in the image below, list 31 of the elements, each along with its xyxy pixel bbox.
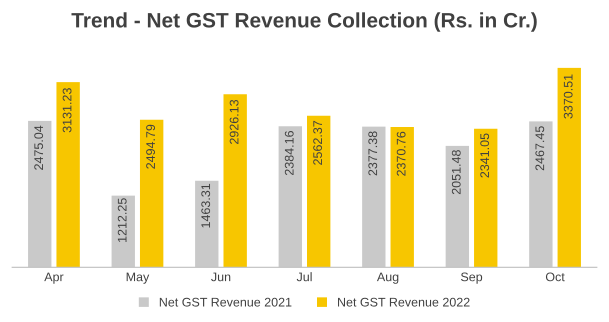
data-label: 2926.13 — [230, 100, 239, 144]
data-label: 3131.23 — [62, 88, 72, 132]
x-tick-label: Jul — [296, 272, 312, 282]
bar — [474, 128, 498, 268]
bar — [307, 116, 330, 268]
bar — [223, 94, 247, 268]
bar — [390, 127, 414, 268]
x-tick-label: May — [126, 272, 150, 284]
data-label: 2051.48 — [452, 150, 461, 194]
data-label: 2341.05 — [480, 133, 490, 178]
bar — [140, 120, 164, 268]
data-label: 2377.38 — [368, 131, 378, 176]
data-label: 2475.04 — [34, 126, 44, 170]
x-tick-label: Jun — [211, 272, 230, 282]
data-label: 3370.51 — [564, 74, 573, 119]
data-label: 1463.31 — [201, 184, 210, 228]
data-label: 2494.79 — [146, 124, 156, 169]
legend-label: Net GST Revenue 2021 — [160, 298, 292, 307]
data-label: 2467.45 — [535, 126, 544, 170]
data-label: 2384.16 — [284, 131, 294, 176]
x-tick-label: Aug — [376, 272, 398, 284]
bar — [56, 82, 80, 268]
x-tick-label: Apr — [44, 272, 64, 284]
data-label: 2562.37 — [313, 120, 322, 165]
data-label: 1212.25 — [118, 198, 127, 242]
bar — [558, 68, 581, 268]
chart-title: Trend - Net GST Revenue Collection (Rs. in Cr.) — [71, 12, 537, 32]
x-tick-label: Sep — [460, 272, 482, 284]
data-label: 2370.76 — [396, 132, 406, 176]
x-tick-label: Oct — [546, 272, 565, 282]
legend-label: Net GST Revenue 2022 — [338, 298, 470, 307]
